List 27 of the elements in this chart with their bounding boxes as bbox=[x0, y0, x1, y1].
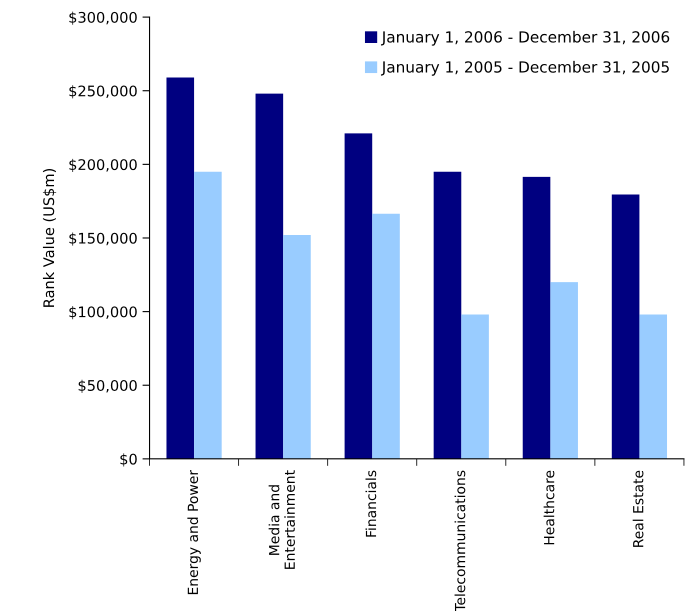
y-tick-label: $200,000 bbox=[69, 158, 137, 172]
bar bbox=[522, 176, 550, 459]
bar bbox=[372, 214, 400, 459]
y-tick-label: $50,000 bbox=[78, 380, 137, 393]
x-tick-label: Real Estate bbox=[632, 470, 644, 547]
y-tick-label: $100,000 bbox=[69, 306, 137, 320]
x-tick-label: Healthcare bbox=[544, 470, 554, 544]
x-tick-label: Financials bbox=[365, 470, 376, 537]
y-tick-label: $150,000 bbox=[69, 232, 137, 246]
bar bbox=[166, 77, 194, 459]
legend-label: January 1, 2005 - December 31, 2005 bbox=[380, 60, 669, 76]
legend-label: January 1, 2006 - December 31, 2006 bbox=[380, 30, 670, 46]
bar bbox=[344, 133, 372, 459]
bar bbox=[461, 314, 489, 459]
y-tick-label: $300,000 bbox=[69, 12, 137, 25]
x-tick-label: Energy and Power bbox=[187, 470, 201, 594]
y-tick-label: $250,000 bbox=[69, 85, 137, 98]
bar bbox=[612, 194, 640, 459]
bar bbox=[194, 172, 222, 459]
y-axis-title: Rank Value (US$m) bbox=[42, 168, 56, 307]
bar bbox=[639, 314, 668, 459]
bar bbox=[434, 172, 462, 459]
bar bbox=[256, 94, 284, 459]
x-tick-label: Media and Entertainment bbox=[268, 470, 295, 569]
y-tick-label: $0 bbox=[120, 453, 137, 467]
bar bbox=[283, 235, 311, 459]
bar bbox=[550, 282, 578, 459]
